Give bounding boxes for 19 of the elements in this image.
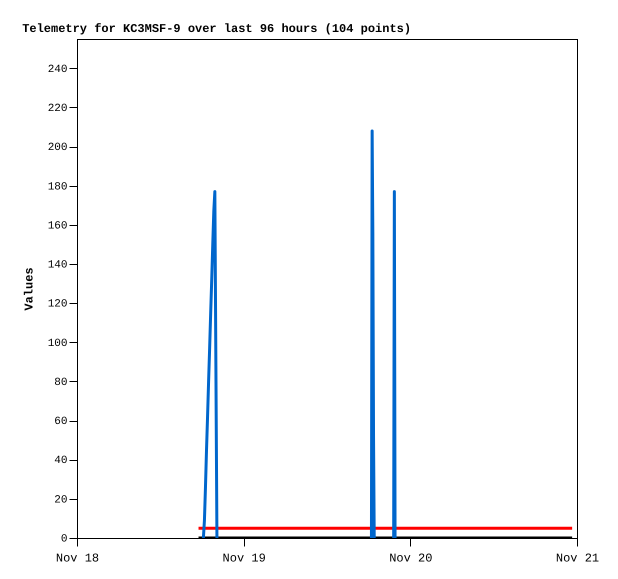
x-tick-label: Nov 18: [56, 552, 100, 566]
y-tick-label: 120: [48, 298, 68, 311]
x-tick-label: Nov 20: [389, 552, 432, 566]
y-tick-label: 220: [48, 102, 68, 115]
y-tick-label: 160: [48, 220, 68, 232]
y-axis-title: Values: [22, 267, 37, 311]
y-tick-label: 0: [60, 534, 68, 546]
x-tick-label: Nov 21: [556, 552, 600, 566]
y-tick-label: 100: [48, 338, 68, 350]
y-tick-label: 40: [54, 455, 68, 468]
x-tick-label: Nov 19: [222, 552, 266, 566]
y-tick-label: 60: [54, 416, 68, 428]
y-tick-label: 240: [48, 64, 68, 76]
y-tick-label: 140: [48, 260, 68, 272]
y-tick-label: 20: [54, 494, 68, 506]
y-tick-label: 200: [48, 142, 68, 154]
y-tick-label: 180: [48, 181, 68, 194]
y-tick-label: 80: [54, 376, 68, 389]
chart-title: Telemetry for KC3MSF-9 over last 96 hours (104 points): [22, 22, 412, 36]
